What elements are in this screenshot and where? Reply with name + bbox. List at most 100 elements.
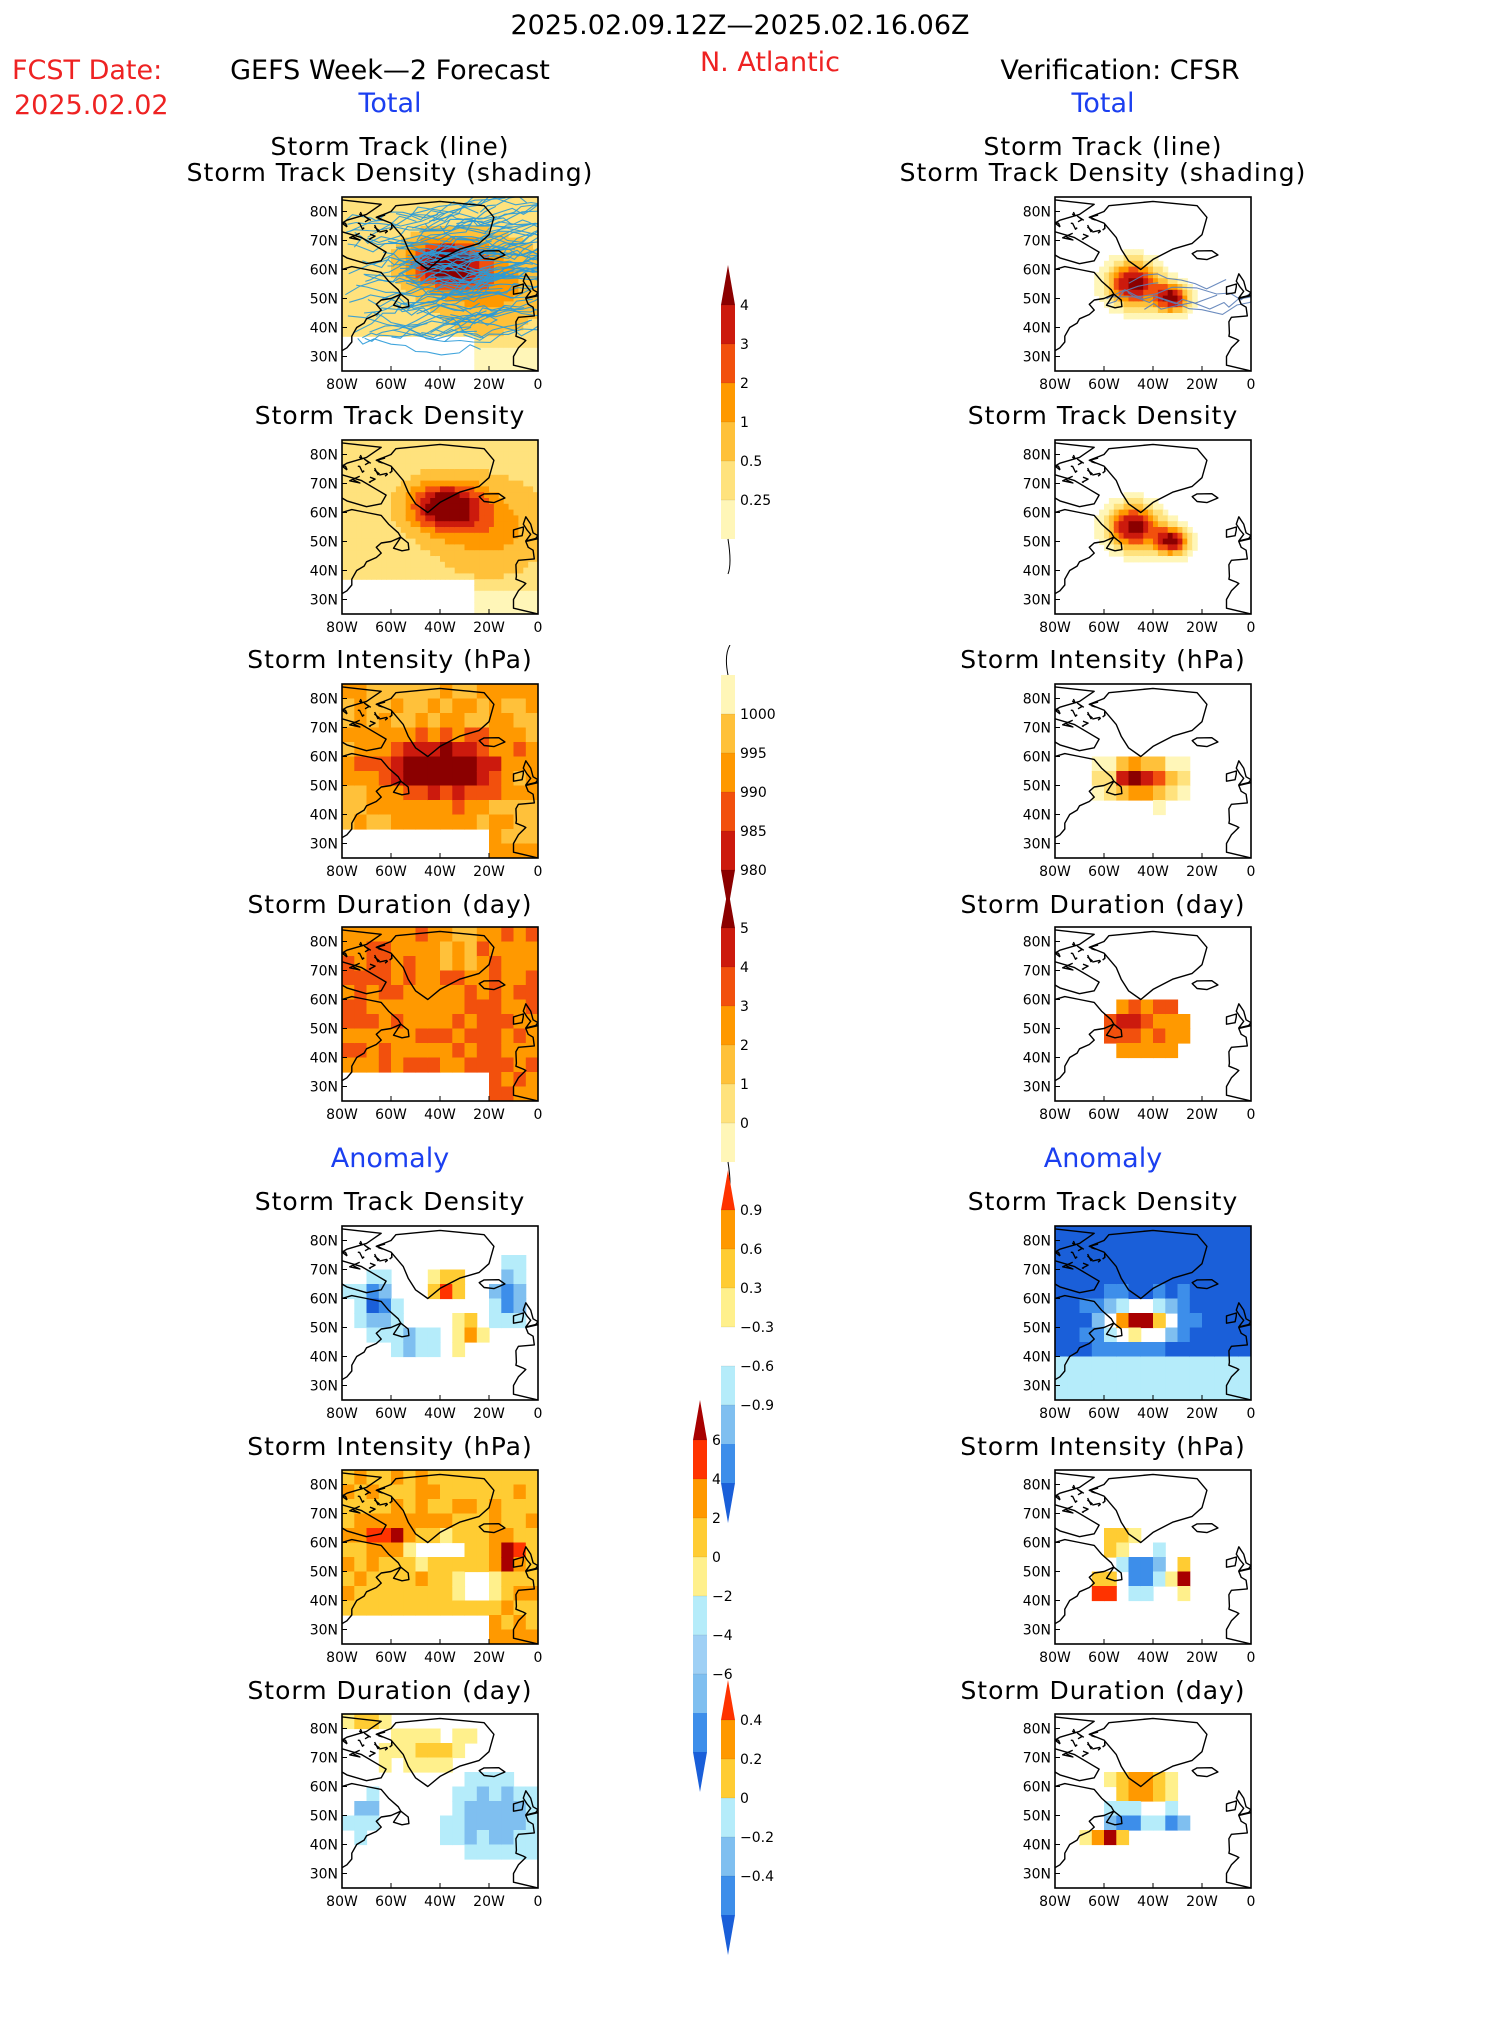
r-density-map: 80N 70N 60N 50N 40N 30N 80W 60W 40W 20W 0 bbox=[1005, 436, 1261, 642]
lat-label: 70N bbox=[1023, 234, 1051, 250]
lon-label: 40W bbox=[424, 864, 456, 880]
colorbar-tick-label: 1 bbox=[740, 415, 749, 431]
lat-label: 70N bbox=[1023, 477, 1051, 493]
lat-label: 70N bbox=[1023, 964, 1051, 980]
lat-label: 80N bbox=[310, 1478, 338, 1494]
colorbar-svg: 0.9 0.6 0.3 −0.3 −0.6 −0.9 bbox=[721, 1170, 774, 1523]
lat-label: 30N bbox=[1023, 350, 1051, 366]
colorbar-anom-duration: 0.4 0.2 0 −0.2 −0.4 bbox=[718, 1680, 808, 2017]
lon-label: 40W bbox=[1137, 1894, 1169, 1910]
lon-label: 20W bbox=[1186, 1406, 1218, 1422]
lat-label: 70N bbox=[1023, 1507, 1051, 1523]
lat-label: 50N bbox=[310, 1809, 338, 1825]
colorbar-tick-label: 1000 bbox=[740, 707, 776, 723]
lat-label: 70N bbox=[1023, 1263, 1051, 1279]
map-svg: 80N 70N 60N 50N 40N 30N 80W 60W 40W 20W 0 bbox=[310, 683, 542, 880]
lon-label: 0 bbox=[1247, 864, 1256, 880]
lat-label: 40N bbox=[310, 1051, 338, 1067]
lon-label: 60W bbox=[1088, 1894, 1120, 1910]
lat-label: 50N bbox=[1023, 1565, 1051, 1581]
lat-label: 60N bbox=[1023, 750, 1051, 766]
lon-label: 80W bbox=[326, 864, 358, 880]
l-track-line-title: Storm Track (line) bbox=[270, 132, 510, 161]
lon-label: 40W bbox=[424, 377, 456, 393]
lon-label: 40W bbox=[1137, 377, 1169, 393]
lat-label: 60N bbox=[1023, 1780, 1051, 1796]
colorbar-tick-label: 0 bbox=[740, 1791, 749, 1807]
r-track-line-title: Storm Track (line) bbox=[983, 132, 1223, 161]
lon-label: 20W bbox=[473, 864, 505, 880]
lon-label: 20W bbox=[473, 1894, 505, 1910]
lon-label: 0 bbox=[1247, 620, 1256, 636]
r-anom-density-title: Storm Track Density bbox=[967, 1187, 1239, 1216]
colorbar-tick-label: −0.9 bbox=[740, 1398, 774, 1414]
l-track-density-title: Storm Track Density bbox=[254, 401, 526, 430]
colorbar-tick-label: 980 bbox=[740, 863, 767, 879]
lon-label: 80W bbox=[326, 620, 358, 636]
region-title: N. Atlantic bbox=[699, 47, 841, 78]
lat-label: 30N bbox=[1023, 837, 1051, 853]
map-svg: 80N 70N 60N 50N 40N 30N 80W 60W 40W 20W 0 bbox=[1023, 926, 1256, 1123]
r-intensity-map: 80N 70N 60N 50N 40N 30N 80W 60W 40W 20W 0 bbox=[1005, 680, 1261, 886]
lon-label: 0 bbox=[534, 1650, 543, 1666]
lat-label: 40N bbox=[1023, 564, 1051, 580]
lon-label: 80W bbox=[1039, 864, 1071, 880]
lon-label: 60W bbox=[375, 620, 407, 636]
lat-label: 50N bbox=[1023, 1022, 1051, 1038]
map-svg: 80N 70N 60N 50N 40N 30N 80W 60W 40W 20W 0 bbox=[310, 1225, 542, 1422]
lat-label: 50N bbox=[310, 1321, 338, 1337]
lon-label: 40W bbox=[424, 1650, 456, 1666]
lon-label: 40W bbox=[1137, 864, 1169, 880]
lat-label: 50N bbox=[1023, 1321, 1051, 1337]
lat-label: 30N bbox=[310, 837, 338, 853]
lon-label: 20W bbox=[1186, 1107, 1218, 1123]
lat-label: 60N bbox=[310, 1536, 338, 1552]
colorbar-tick-label: 3 bbox=[740, 337, 749, 353]
lon-label: 80W bbox=[1039, 1894, 1071, 1910]
lat-label: 70N bbox=[310, 477, 338, 493]
lat-label: 80N bbox=[1023, 1478, 1051, 1494]
colorbar-svg: 5 4 3 2 1 0 bbox=[721, 888, 749, 1198]
r-duration-map: 80N 70N 60N 50N 40N 30N 80W 60W 40W 20W 0 bbox=[1005, 923, 1261, 1129]
colorbar-tick-label: 6 bbox=[712, 1433, 721, 1449]
r-intensity-title: Storm Intensity (hPa) bbox=[960, 645, 1246, 674]
lat-label: 80N bbox=[1023, 448, 1051, 464]
lat-label: 40N bbox=[310, 564, 338, 580]
lon-label: 20W bbox=[473, 1107, 505, 1123]
colorbar-tick-label: 990 bbox=[740, 785, 767, 801]
lat-label: 30N bbox=[310, 1623, 338, 1639]
lon-label: 40W bbox=[1137, 1406, 1169, 1422]
lat-label: 30N bbox=[1023, 1379, 1051, 1395]
r-anom-duration-title: Storm Duration (day) bbox=[960, 1676, 1246, 1705]
colorbar-svg: 1000 995 990 985 980 bbox=[721, 644, 776, 910]
colorbar-tick-label: 2 bbox=[712, 1511, 721, 1527]
l-track-shading-title: Storm Track Density (shading) bbox=[186, 158, 594, 187]
lon-label: 60W bbox=[375, 377, 407, 393]
lat-label: 80N bbox=[1023, 205, 1051, 221]
map-svg: 80N 70N 60N 50N 40N 30N 80W 60W 40W 20W 0 bbox=[1023, 1469, 1255, 1666]
lat-label: 50N bbox=[310, 1565, 338, 1581]
map-svg: 80N 70N 60N 50N 40N 30N 80W 60W 40W 20W 0 bbox=[1023, 1225, 1255, 1422]
lon-label: 60W bbox=[1088, 1107, 1120, 1123]
l-anom-duration-title: Storm Duration (day) bbox=[247, 1676, 533, 1705]
right-anomaly-label: Anomaly bbox=[1043, 1143, 1163, 1174]
colorbar-tick-label: 985 bbox=[740, 824, 767, 840]
lon-label: 0 bbox=[534, 377, 543, 393]
lat-label: 40N bbox=[1023, 808, 1051, 824]
lat-label: 70N bbox=[310, 1507, 338, 1523]
lat-label: 40N bbox=[1023, 1350, 1051, 1366]
r-track-map: 80N 70N 60N 50N 40N 30N 80W 60W 40W 20W 0 bbox=[1005, 193, 1261, 399]
lat-label: 70N bbox=[310, 1263, 338, 1279]
colorbar-tick-label: 0.6 bbox=[740, 1242, 762, 1258]
lon-label: 40W bbox=[1137, 1650, 1169, 1666]
r-anom-density-map: 80N 70N 60N 50N 40N 30N 80W 60W 40W 20W 0 bbox=[1005, 1222, 1261, 1428]
lon-label: 80W bbox=[326, 1650, 358, 1666]
lat-label: 30N bbox=[1023, 1623, 1051, 1639]
lat-label: 60N bbox=[1023, 1292, 1051, 1308]
lon-label: 0 bbox=[1247, 1107, 1256, 1123]
map-svg: 80N 70N 60N 50N 40N 30N 80W 60W 40W 20W 0 bbox=[1023, 683, 1256, 880]
lat-label: 70N bbox=[310, 1751, 338, 1767]
lon-label: 0 bbox=[534, 1894, 543, 1910]
lon-label: 20W bbox=[1186, 1650, 1218, 1666]
colorbar-tick-label: 0.3 bbox=[740, 1281, 762, 1297]
